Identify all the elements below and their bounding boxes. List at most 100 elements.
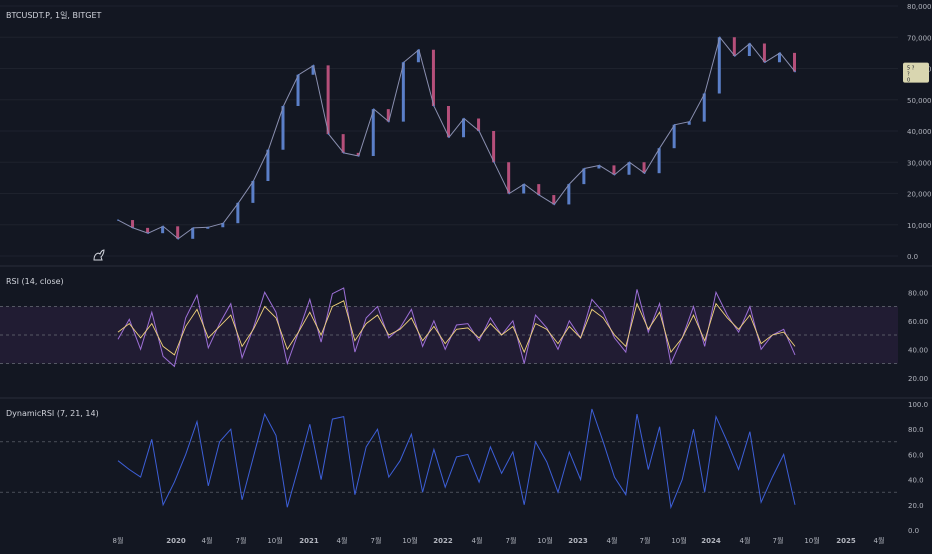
- price-point[interactable]: [764, 61, 766, 64]
- price-point[interactable]: [463, 117, 465, 120]
- price-candle[interactable]: [717, 37, 721, 94]
- price-point[interactable]: [568, 183, 571, 185]
- price-candle[interactable]: [161, 226, 165, 234]
- price-point[interactable]: [342, 152, 345, 154]
- price-candle[interactable]: [522, 184, 526, 194]
- price-candle[interactable]: [687, 121, 691, 125]
- price-candle[interactable]: [371, 109, 375, 156]
- price-candle[interactable]: [732, 37, 736, 56]
- price-point[interactable]: [643, 172, 646, 174]
- price-point[interactable]: [538, 194, 541, 196]
- price-candle[interactable]: [552, 195, 556, 205]
- rsi-ma-line[interactable]: [117, 300, 796, 356]
- price-point[interactable]: [267, 148, 270, 151]
- price-point[interactable]: [734, 55, 736, 57]
- price-point[interactable]: [628, 161, 631, 164]
- price-point[interactable]: [222, 222, 225, 224]
- price-point[interactable]: [357, 155, 360, 157]
- price-point[interactable]: [673, 123, 676, 126]
- price-candle[interactable]: [356, 152, 360, 156]
- price-point[interactable]: [252, 180, 255, 182]
- price-candle[interactable]: [446, 106, 450, 138]
- dynamic-rsi-pane-title[interactable]: DynamicRSI (7, 21, 14): [6, 409, 99, 418]
- price-candle[interactable]: [401, 62, 405, 122]
- price-point[interactable]: [433, 105, 435, 107]
- price-point[interactable]: [237, 202, 240, 204]
- price-point[interactable]: [177, 238, 179, 240]
- price-point[interactable]: [312, 64, 315, 67]
- price-candle[interactable]: [176, 226, 180, 239]
- price-point[interactable]: [207, 226, 210, 229]
- price-candle[interactable]: [206, 227, 210, 229]
- price-candle[interactable]: [131, 220, 135, 228]
- price-pane-title[interactable]: BTCUSDT.P, 1일, BITGET: [6, 11, 102, 20]
- price-point[interactable]: [403, 61, 405, 64]
- price-point[interactable]: [297, 73, 300, 76]
- price-point[interactable]: [598, 164, 601, 167]
- price-point[interactable]: [162, 225, 164, 228]
- price-candle[interactable]: [221, 223, 225, 228]
- price-point[interactable]: [703, 92, 706, 95]
- price-point[interactable]: [448, 136, 450, 139]
- price-candle[interactable]: [567, 184, 571, 205]
- price-point[interactable]: [282, 105, 285, 107]
- price-point[interactable]: [523, 183, 525, 185]
- price-candle[interactable]: [762, 43, 766, 63]
- price-candle[interactable]: [657, 148, 661, 174]
- price-candle[interactable]: [416, 49, 420, 63]
- price-candle[interactable]: [236, 202, 240, 224]
- price-candle[interactable]: [266, 149, 270, 181]
- price-point[interactable]: [508, 192, 510, 195]
- price-candle[interactable]: [612, 165, 616, 175]
- dynamic-rsi-line[interactable]: [117, 408, 796, 510]
- price-candle[interactable]: [296, 74, 300, 106]
- dynamic-rsi-pane[interactable]: [117, 408, 796, 510]
- price-point[interactable]: [493, 161, 495, 164]
- price-point[interactable]: [553, 203, 556, 206]
- price-candle[interactable]: [777, 52, 781, 63]
- price-candle[interactable]: [507, 162, 511, 194]
- price-point[interactable]: [779, 52, 781, 54]
- price-point[interactable]: [418, 48, 420, 51]
- price-point[interactable]: [117, 219, 119, 221]
- price-candle[interactable]: [326, 65, 330, 135]
- price-candle[interactable]: [281, 106, 285, 150]
- price-candle[interactable]: [642, 162, 646, 174]
- price-candle[interactable]: [747, 43, 751, 57]
- price-candle[interactable]: [627, 162, 631, 175]
- price-pane[interactable]: [117, 36, 796, 240]
- rsi-pane-title[interactable]: RSI (14, close): [6, 277, 64, 286]
- price-point[interactable]: [688, 120, 691, 123]
- price-point[interactable]: [794, 70, 796, 73]
- price-point[interactable]: [478, 130, 480, 132]
- price-candle[interactable]: [341, 134, 345, 153]
- price-point[interactable]: [583, 167, 586, 170]
- price-candle[interactable]: [793, 52, 796, 72]
- price-point[interactable]: [718, 36, 721, 39]
- price-point[interactable]: [327, 133, 330, 135]
- price-point[interactable]: [613, 173, 616, 176]
- price-point[interactable]: [658, 147, 661, 149]
- price-candle[interactable]: [492, 131, 496, 163]
- price-point[interactable]: [372, 108, 375, 110]
- rsi-pane[interactable]: [117, 287, 796, 368]
- price-candle[interactable]: [672, 124, 676, 149]
- price-candle[interactable]: [386, 109, 390, 122]
- price-point[interactable]: [388, 120, 390, 123]
- price-series-line[interactable]: [117, 36, 796, 240]
- price-candle[interactable]: [431, 49, 435, 106]
- price-candle[interactable]: [582, 168, 586, 185]
- price-candle[interactable]: [462, 118, 466, 138]
- price-point[interactable]: [749, 42, 751, 45]
- price-candle[interactable]: [477, 118, 481, 132]
- price-point[interactable]: [132, 227, 134, 229]
- price-candle[interactable]: [311, 65, 315, 75]
- price-candle[interactable]: [251, 181, 255, 203]
- price-candle[interactable]: [537, 184, 541, 196]
- price-candle[interactable]: [597, 165, 601, 169]
- price-candle[interactable]: [146, 227, 150, 234]
- price-point[interactable]: [147, 232, 149, 234]
- price-candle[interactable]: [191, 227, 195, 239]
